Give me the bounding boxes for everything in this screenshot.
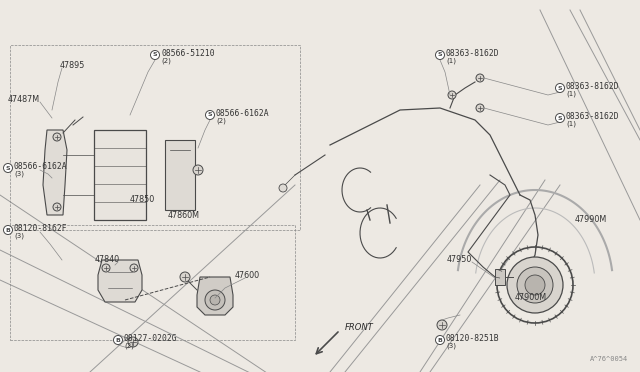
Text: S: S xyxy=(557,86,563,90)
Text: B: B xyxy=(6,228,10,232)
Text: A^76^0054: A^76^0054 xyxy=(589,356,628,362)
Text: (2): (2) xyxy=(124,342,134,349)
Circle shape xyxy=(180,272,190,282)
Bar xyxy=(10,225,295,340)
Text: B: B xyxy=(438,337,442,343)
Circle shape xyxy=(205,110,214,119)
Text: 47895: 47895 xyxy=(60,61,85,70)
Polygon shape xyxy=(495,269,505,285)
Text: 08566-6162A: 08566-6162A xyxy=(14,162,68,171)
Text: 47860M: 47860M xyxy=(168,211,200,219)
Text: 47900M: 47900M xyxy=(515,294,547,302)
Text: 47600: 47600 xyxy=(235,270,260,279)
Circle shape xyxy=(53,133,61,141)
Circle shape xyxy=(102,264,110,272)
Circle shape xyxy=(205,290,225,310)
Text: (1): (1) xyxy=(446,57,456,64)
Text: FRONT: FRONT xyxy=(345,323,374,331)
Text: 08363-8162D: 08363-8162D xyxy=(566,82,620,91)
Text: (3): (3) xyxy=(446,342,456,349)
Text: S: S xyxy=(438,52,442,58)
Text: S: S xyxy=(153,52,157,58)
Text: 47990M: 47990M xyxy=(575,215,607,224)
Polygon shape xyxy=(197,277,233,315)
Bar xyxy=(94,130,146,220)
Circle shape xyxy=(517,267,553,303)
Bar xyxy=(10,45,300,230)
Text: (1): (1) xyxy=(566,90,576,97)
Polygon shape xyxy=(98,260,142,302)
Text: 08120-8251B: 08120-8251B xyxy=(446,334,500,343)
Text: 47487M: 47487M xyxy=(8,96,40,105)
Circle shape xyxy=(556,83,564,93)
Polygon shape xyxy=(43,130,67,215)
Text: S: S xyxy=(557,115,563,121)
Text: S: S xyxy=(6,166,10,170)
Circle shape xyxy=(437,320,447,330)
Circle shape xyxy=(435,51,445,60)
Circle shape xyxy=(556,113,564,122)
Circle shape xyxy=(128,337,138,347)
Text: (2): (2) xyxy=(161,57,171,64)
Circle shape xyxy=(150,51,159,60)
Circle shape xyxy=(525,275,545,295)
Circle shape xyxy=(113,336,122,344)
Text: 08566-6162A: 08566-6162A xyxy=(216,109,269,118)
Circle shape xyxy=(53,203,61,211)
Text: 08363-8162D: 08363-8162D xyxy=(566,112,620,121)
Text: B: B xyxy=(116,337,120,343)
Text: 08120-8162F: 08120-8162F xyxy=(14,224,68,233)
Circle shape xyxy=(476,74,484,82)
Circle shape xyxy=(279,184,287,192)
Circle shape xyxy=(435,336,445,344)
Circle shape xyxy=(507,257,563,313)
Text: 08127-0202G: 08127-0202G xyxy=(124,334,178,343)
Text: (2): (2) xyxy=(216,117,226,124)
Text: (3): (3) xyxy=(14,170,24,177)
Text: (3): (3) xyxy=(14,232,24,239)
Text: 47950: 47950 xyxy=(447,256,472,264)
Text: (1): (1) xyxy=(566,120,576,127)
Circle shape xyxy=(210,295,220,305)
Text: 47840: 47840 xyxy=(95,256,120,264)
Text: 08363-8162D: 08363-8162D xyxy=(446,49,500,58)
Circle shape xyxy=(3,164,13,173)
Bar xyxy=(165,140,195,210)
Text: S: S xyxy=(208,112,212,118)
Circle shape xyxy=(3,225,13,234)
Text: 08566-51210: 08566-51210 xyxy=(161,49,214,58)
Text: 47850: 47850 xyxy=(130,196,156,205)
Circle shape xyxy=(193,165,203,175)
Circle shape xyxy=(130,264,138,272)
Circle shape xyxy=(448,91,456,99)
Circle shape xyxy=(476,104,484,112)
